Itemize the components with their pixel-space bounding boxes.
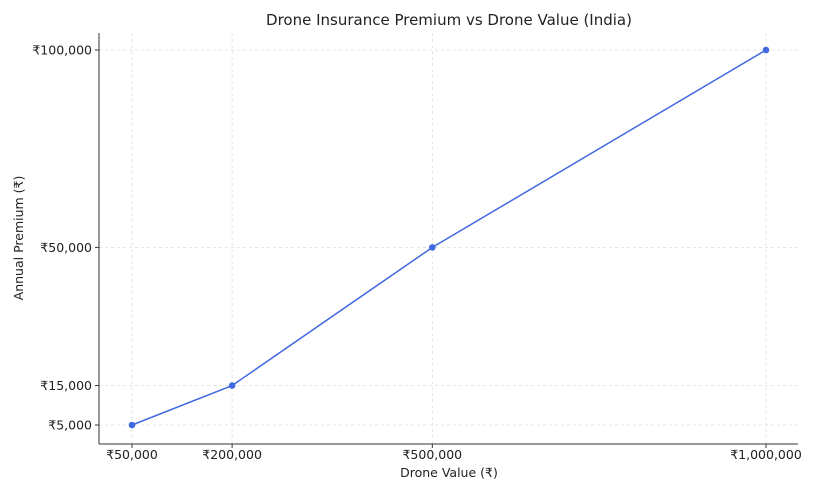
series: [128, 46, 770, 429]
series-line: [131, 49, 767, 426]
y-tick-label: ₹15,000: [40, 378, 92, 393]
data-point: [762, 46, 770, 54]
y-axis-label: Annual Premium (₹): [11, 176, 26, 301]
chart-title: Drone Insurance Premium vs Drone Value (…: [266, 11, 632, 29]
x-tick-label: ₹50,000: [106, 447, 158, 462]
x-tick-label: ₹500,000: [402, 447, 462, 462]
axes: [98, 33, 798, 445]
x-tick-label: ₹200,000: [202, 447, 262, 462]
y-axis-ticks: ₹5,000 ₹15,000 ₹50,000 ₹100,000: [32, 43, 99, 433]
data-point: [128, 421, 136, 429]
y-tick-label: ₹100,000: [32, 43, 92, 58]
data-point: [228, 382, 236, 389]
x-tick-label: ₹1,000,000: [730, 447, 802, 462]
y-tick-label: ₹5,000: [48, 418, 92, 433]
grid: [99, 33, 798, 444]
data-point: [429, 244, 436, 251]
y-tick-label: ₹50,000: [40, 240, 92, 255]
x-axis-label: Drone Value (₹): [400, 465, 498, 480]
x-axis-ticks: ₹50,000 ₹200,000 ₹500,000 ₹1,000,000: [106, 444, 802, 462]
